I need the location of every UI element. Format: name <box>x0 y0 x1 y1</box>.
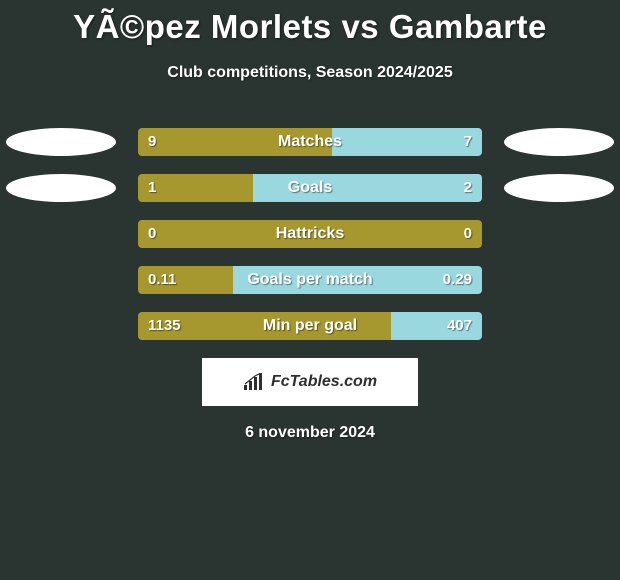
metric-label: Hattricks <box>138 220 482 248</box>
metric-label: Matches <box>138 128 482 156</box>
player-oval-left <box>6 128 116 156</box>
player-oval-left <box>6 174 116 202</box>
stat-row-min-per-goal: 1135 407 Min per goal <box>0 312 620 340</box>
date-label: 6 november 2024 <box>0 424 620 442</box>
brand-text: FcTables.com <box>271 373 377 391</box>
metric-label: Goals <box>138 174 482 202</box>
subtitle: Club competitions, Season 2024/2025 <box>0 64 620 82</box>
page-title: YÃ©pez Morlets vs Gambarte <box>0 0 620 46</box>
stat-row-matches: 9 7 Matches <box>0 128 620 156</box>
player-oval-right <box>504 128 614 156</box>
brand-badge: FcTables.com <box>202 358 418 406</box>
stat-row-goals: 1 2 Goals <box>0 174 620 202</box>
bar-chart-icon <box>243 373 265 391</box>
player-oval-right <box>504 174 614 202</box>
stat-row-hattricks: 0 0 Hattricks <box>0 220 620 248</box>
metric-label: Min per goal <box>138 312 482 340</box>
metric-label: Goals per match <box>138 266 482 294</box>
comparison-infographic: YÃ©pez Morlets vs Gambarte Club competit… <box>0 0 620 580</box>
stat-row-goals-per-match: 0.11 0.29 Goals per match <box>0 266 620 294</box>
stat-rows: 9 7 Matches 1 2 Goals 0 0 Hattricks <box>0 128 620 340</box>
